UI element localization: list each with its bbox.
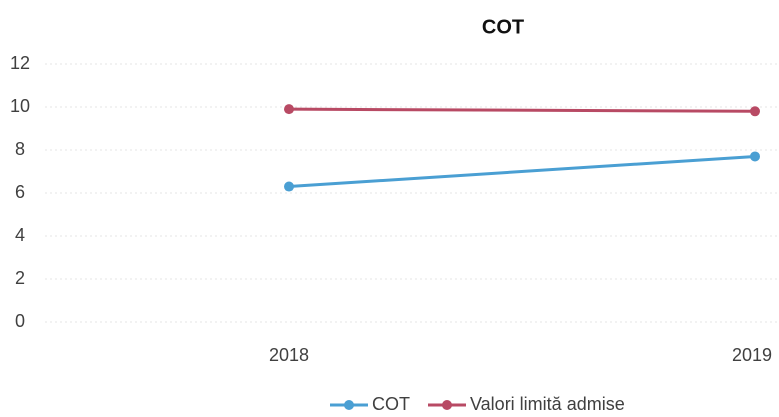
legend-label: Valori limită admise	[470, 394, 625, 414]
y-tick-label: 0	[15, 311, 25, 331]
y-tick-label: 4	[15, 225, 25, 245]
series-line	[288, 107, 756, 113]
x-tick-label: 2018	[269, 345, 309, 365]
data-point	[750, 106, 760, 117]
legend-marker	[442, 400, 452, 410]
chart-title: COT	[482, 16, 524, 38]
legend-label: COT	[372, 394, 410, 414]
legend-marker	[344, 400, 354, 410]
series-line	[288, 154, 756, 189]
data-point	[750, 151, 760, 162]
y-tick-label: 8	[15, 139, 25, 159]
data-point	[284, 104, 294, 115]
x-tick-label: 2019	[732, 345, 772, 365]
y-tick-label: 12	[10, 53, 30, 73]
y-tick-label: 6	[15, 182, 25, 202]
y-tick-label: 2	[15, 268, 25, 288]
y-tick-label: 10	[10, 96, 30, 116]
data-point	[284, 181, 294, 192]
